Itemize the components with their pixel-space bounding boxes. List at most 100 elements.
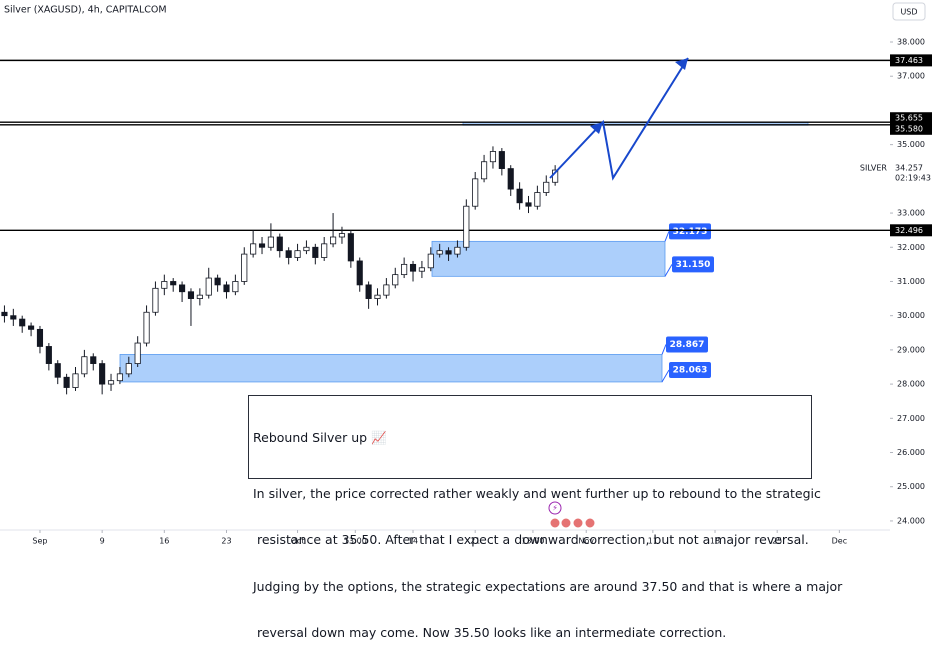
y-tick-label: 30.000 [897,311,925,320]
level-tag [890,122,932,135]
x-tick-label: 21 [470,537,480,546]
y-tick-label: 38.000 [897,38,925,47]
candle-body [72,373,79,388]
candle-body [63,376,70,388]
zone-label-leader [661,369,670,383]
candle-body [196,294,203,299]
zone-label-leader [664,231,670,242]
candle-body [516,188,523,204]
candle-body [214,277,221,286]
arrow-head [590,122,603,134]
zone-label: 28.063 [673,365,708,375]
zone [119,354,663,383]
candle-body [418,267,425,272]
candle-body [507,168,514,190]
candle-body [303,246,310,252]
candle-body [99,363,106,385]
y-tick-label: 25.000 [897,482,925,491]
y-tick-label: 27.000 [897,414,925,423]
candle-body [205,277,212,296]
calendar-flags[interactable] [549,517,596,529]
y-tick-label: 37.000 [897,72,925,81]
note-line: Judging by the options, the strategic ex… [253,578,843,594]
candle-body [232,281,239,293]
note-title: Rebound Silver up 📈 [253,430,387,445]
flag [560,517,572,529]
candle-body [330,236,337,245]
candle-body [347,233,354,262]
x-tick-label: 14 [408,537,418,546]
candle-body [383,284,390,296]
candle-body [285,250,292,258]
candle-body [481,161,488,180]
candle-body [543,181,550,193]
note-line: In silver, the price corrected rather we… [253,485,821,501]
candle-body [143,311,150,344]
y-tick-label: 29.000 [897,345,925,354]
x-tick-label: 16 [159,537,169,546]
x-tick-label: 13:00 [521,537,544,546]
x-tick-label: 9 [100,537,105,546]
candle-body [223,284,230,293]
zone-label-bg [669,361,711,378]
x-tick-label: Oct [291,537,305,546]
level-tag-label: 37.463 [895,56,923,65]
level-tag-label: 35.655 [895,114,923,123]
note-line: resistance at 35.50. After that I expect… [253,532,809,547]
chart-title: Silver (XAGUSD), 4h, CAPITALCOM [4,5,167,16]
candle-body [498,151,505,169]
zone-label: 28.867 [670,340,705,350]
currency-box[interactable] [892,2,926,21]
candle-body [90,356,97,364]
candle-body [152,287,159,313]
x-tick-label: Dec [832,537,847,546]
candle-body [258,243,266,248]
idea-note: Rebound Silver up 📈 In silver, the price… [248,395,842,640]
candle-body [312,246,319,258]
candle-body [445,250,452,255]
event-icon[interactable] [548,501,562,515]
candle-body [374,294,381,299]
x-tick-label: 18 [710,537,720,546]
price-axis-bg [890,0,932,550]
candle-body [170,281,177,286]
candle-body [392,274,399,286]
last-price: 34.257 [895,164,923,173]
countdown: 02:19:43 [895,174,931,183]
zone-label: 31.150 [676,260,711,270]
candle-body [10,315,17,320]
candle-body [54,363,61,378]
candle-body [294,250,301,258]
zone-label: 32.173 [673,227,708,237]
candle-body [472,178,479,207]
candle-body [525,202,532,207]
candle-body [81,356,88,375]
x-tick-label: 23 [221,537,231,546]
level-tag [890,224,932,237]
arrow-head [675,58,688,70]
candle-body [107,380,115,385]
level-tag-label: 32.496 [895,226,923,235]
x-tick-label: 13:00 [344,537,367,546]
event-icon-glyph: ⚡ [552,504,558,513]
currency: USD [900,8,917,17]
y-tick-label: 32.000 [897,243,925,252]
candle-body [1,311,8,317]
flag [584,517,596,529]
flag [549,517,561,529]
y-tick-label: 28.000 [897,380,925,389]
candle-body [356,260,363,286]
flag [572,517,584,529]
x-tick-label: 11 [648,537,658,546]
y-tick-label: 31.000 [897,277,925,286]
candle-body [267,236,274,248]
y-tick-label: 35.000 [897,140,925,149]
zone-label-bg [669,223,711,240]
projection-arrow [549,57,689,181]
y-tick-label: 33.000 [897,209,925,218]
candle-body [409,263,417,272]
candle-body [534,192,541,207]
candle-body [125,363,132,375]
candle-body [321,243,328,258]
candle-body [45,346,52,364]
